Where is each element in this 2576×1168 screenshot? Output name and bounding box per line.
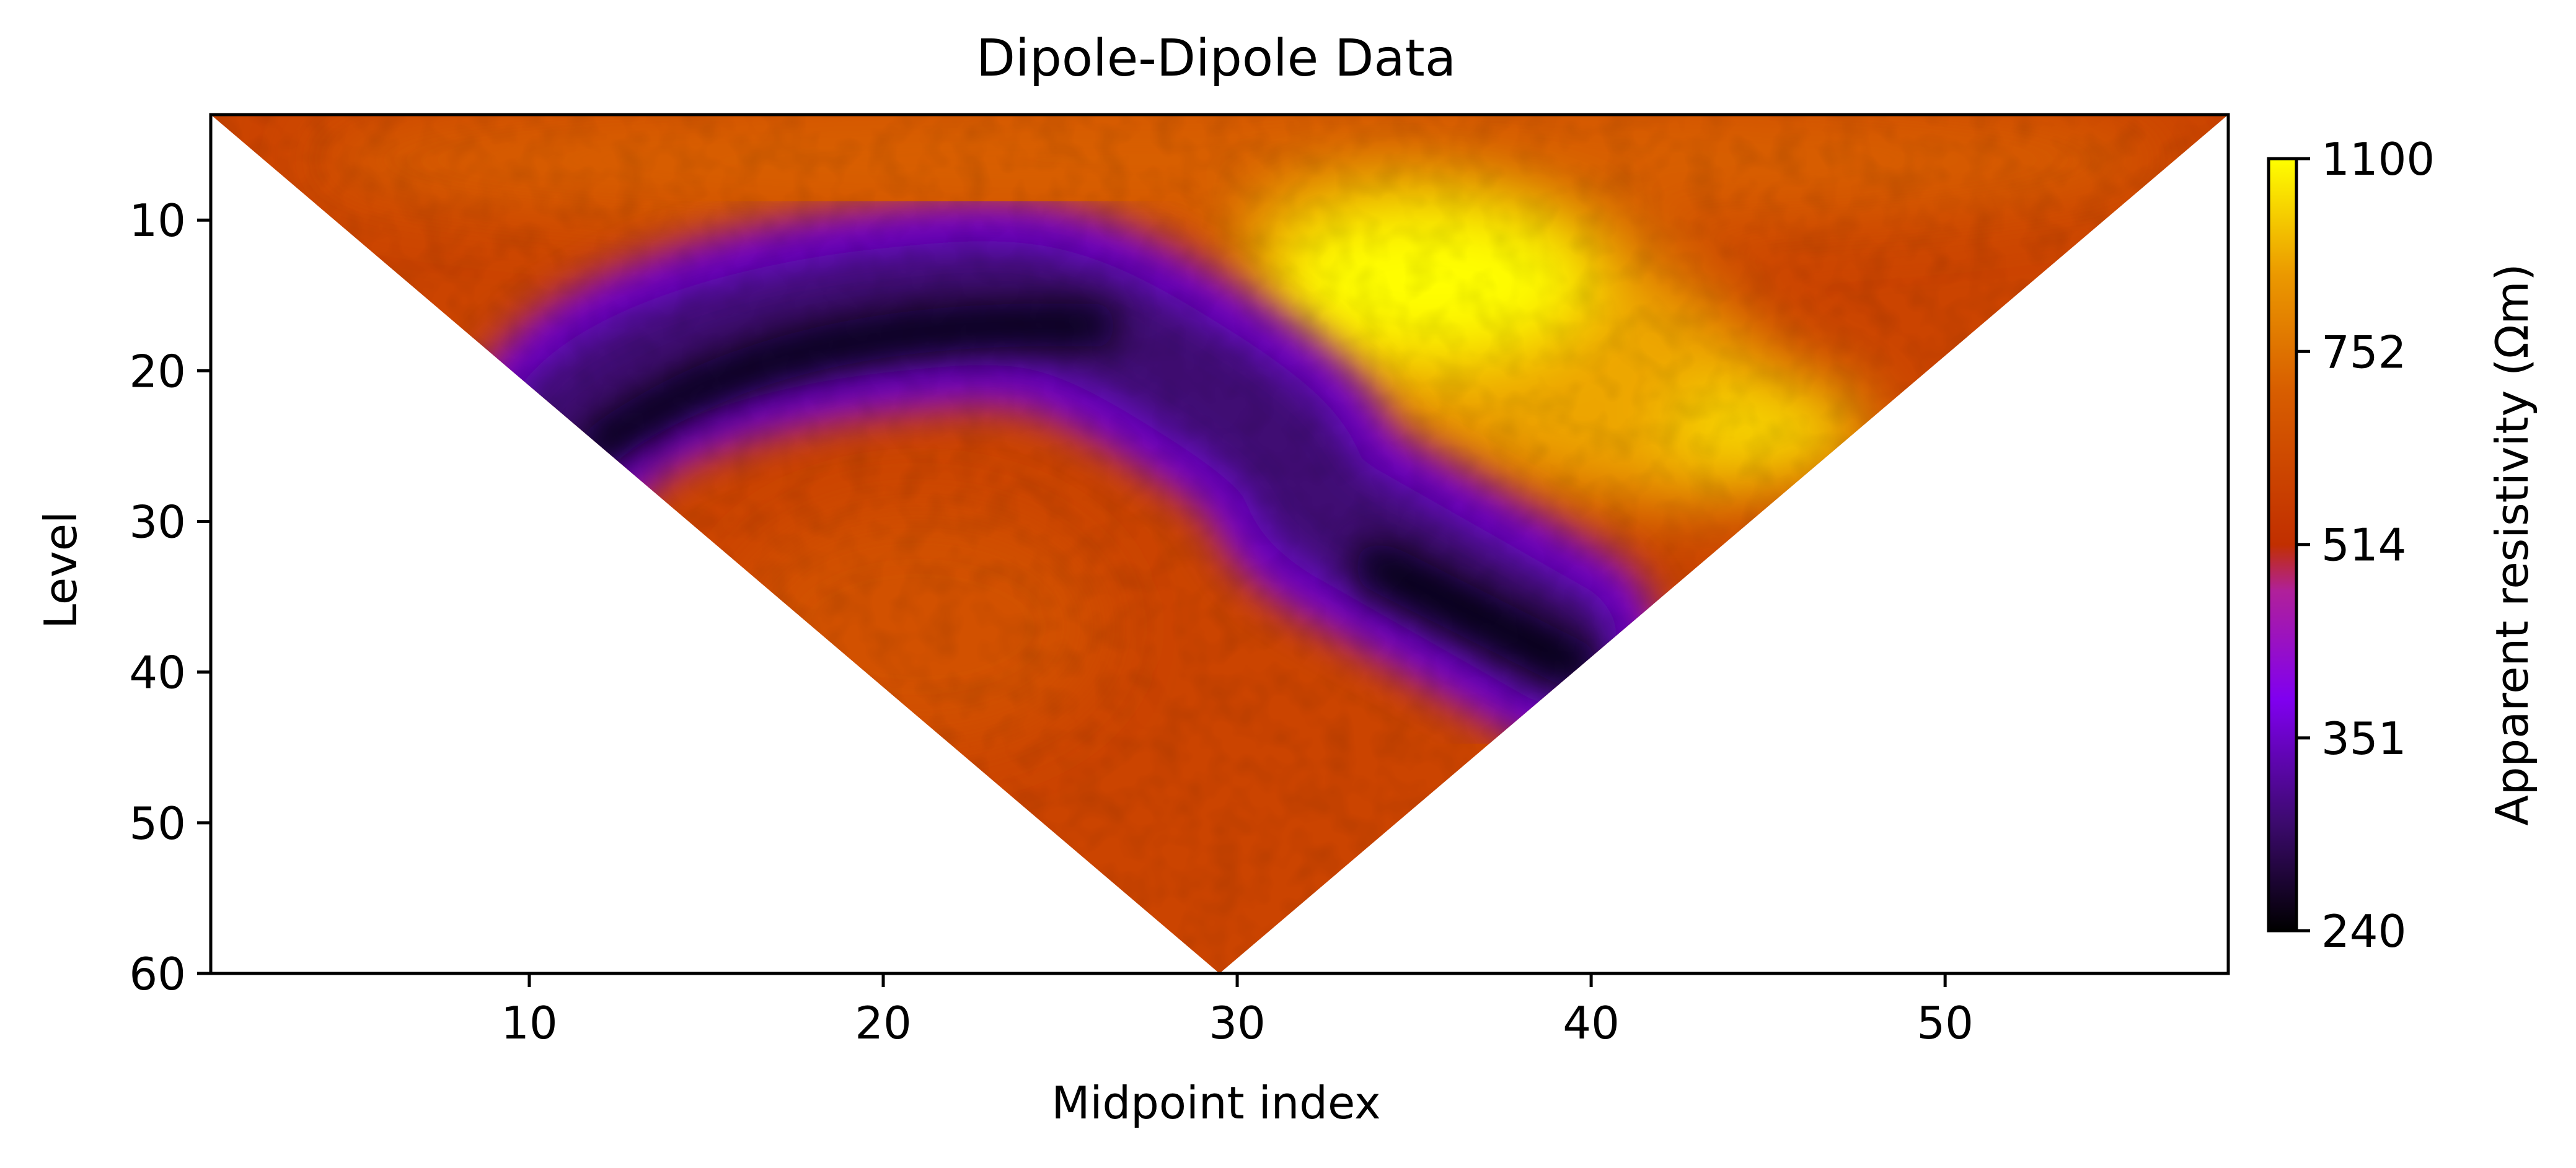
plot-frame: [209, 113, 2230, 975]
chart-title: Dipole-Dipole Data: [976, 29, 1456, 88]
y-axis-label: Level: [35, 511, 87, 629]
y-axis: 10 20 30 40 50 60: [129, 195, 211, 1000]
y-tick-label: 20: [129, 345, 186, 397]
y-tick: 30: [129, 496, 211, 548]
colorbar-tick: 752: [2296, 326, 2406, 378]
colorbar-label: Apparent resistivity (Ωm): [2486, 263, 2538, 825]
y-tick: 60: [129, 948, 211, 1000]
colorbar-tick: 351: [2296, 713, 2406, 765]
x-tick: 10: [501, 973, 558, 1049]
y-tick-label: 10: [129, 195, 186, 247]
colorbar-tick: 240: [2296, 905, 2406, 957]
x-tick: 40: [1563, 973, 1620, 1049]
y-tick: 50: [129, 797, 211, 850]
chart-title-text: Dipole-Dipole Data: [976, 29, 1456, 88]
x-tick: 20: [855, 973, 912, 1049]
x-tick-label: 40: [1563, 997, 1620, 1049]
x-tick: 50: [1917, 973, 1974, 1049]
colorbar-tick-label: 1100: [2321, 133, 2435, 185]
colorbar: 1100 752 514 351 240 Apparent resistivity (Ω…: [2267, 133, 2538, 957]
colorbar-tick: 514: [2296, 519, 2406, 571]
y-tick: 10: [129, 195, 211, 247]
x-tick: 30: [1209, 973, 1266, 1049]
colorbar-ticks: 1100 752 514 351 240: [2296, 133, 2435, 957]
plot-area: [209, 113, 2230, 975]
y-tick: 40: [129, 647, 211, 699]
colorbar-tick-label: 514: [2321, 519, 2406, 571]
colorbar-tick-label: 752: [2321, 326, 2406, 378]
colorbar-tick-label: 240: [2321, 905, 2406, 957]
colorbar-tick-label: 351: [2321, 713, 2406, 765]
x-tick-label: 10: [501, 997, 558, 1049]
y-tick-label: 50: [129, 797, 186, 850]
x-tick-label: 20: [855, 997, 912, 1049]
x-tick-label: 30: [1209, 997, 1266, 1049]
colorbar-tick: 1100: [2296, 133, 2435, 185]
x-axis-label: Midpoint index: [1051, 1077, 1380, 1129]
heatmap-texture: [211, 115, 2228, 973]
y-tick-label: 60: [129, 948, 186, 1000]
x-axis: 10 20 30 40 50: [501, 973, 1974, 1049]
colorbar-gradient: [2267, 157, 2298, 933]
y-tick-label: 40: [129, 647, 186, 699]
y-tick: 20: [129, 345, 211, 397]
pseudosection-heatmap: [211, 115, 2228, 973]
x-tick-label: 50: [1917, 997, 1974, 1049]
y-tick-label: 30: [129, 496, 186, 548]
